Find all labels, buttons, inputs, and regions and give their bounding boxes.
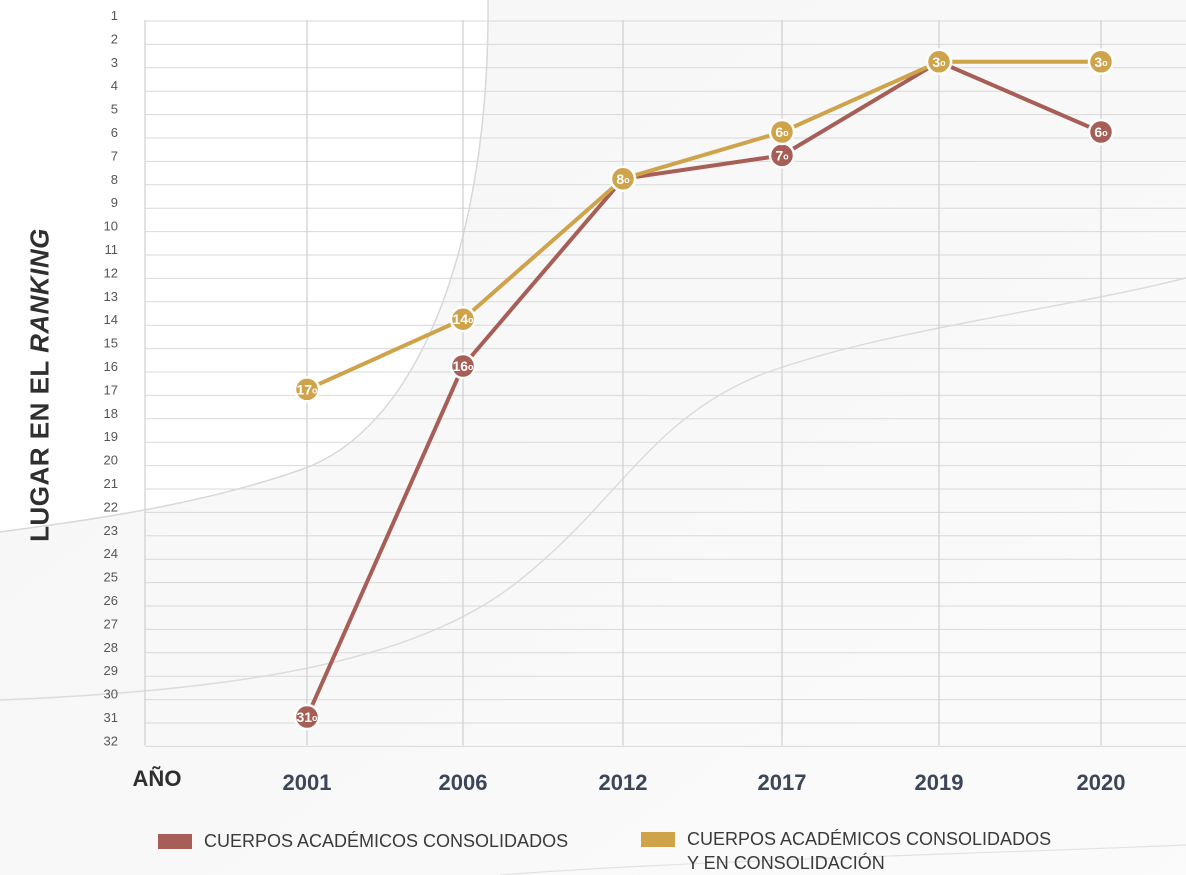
data-label-suffix: o xyxy=(783,128,789,138)
y-tick-label: 20 xyxy=(104,453,118,468)
data-point-marker xyxy=(449,305,477,333)
legend-label-line-1: CUERPOS ACADÉMICOS CONSOLIDADOS xyxy=(687,829,1052,849)
y-tick-label: 9 xyxy=(111,195,118,210)
y-tick-label: 24 xyxy=(104,546,118,561)
y-tick-label: 3 xyxy=(111,55,118,70)
legend-label-consolidados: CUERPOS ACADÉMICOS CONSOLIDADOS xyxy=(204,831,569,851)
y-tick-label: 32 xyxy=(104,733,118,748)
y-tick-label: 18 xyxy=(104,406,118,421)
data-label: 17o xyxy=(296,381,318,397)
data-point-marker xyxy=(1087,48,1115,76)
y-tick-label: 12 xyxy=(104,265,118,280)
horizontal-gridlines xyxy=(145,20,1186,747)
data-label-suffix: o xyxy=(312,713,318,723)
data-label-suffix: o xyxy=(624,175,630,185)
y-axis-title-emphasis: RANKING xyxy=(24,228,55,353)
data-label-suffix: o xyxy=(468,362,474,372)
x-tick-label: 2001 xyxy=(283,770,332,795)
data-label-suffix: o xyxy=(783,151,789,161)
y-tick-label: 23 xyxy=(104,523,118,538)
y-tick-label: 1 xyxy=(111,8,118,23)
series-points: 31o16o8o7o3o6o17o14o8o6o3o3o xyxy=(293,48,1115,731)
data-point: 7o xyxy=(768,142,796,169)
y-tick-label: 14 xyxy=(104,312,118,327)
y-axis-tick-labels: 1234567891011121314151617181920212223242… xyxy=(104,8,118,748)
x-tick-label: 2017 xyxy=(758,770,807,795)
y-tick-label: 2 xyxy=(111,31,118,46)
data-label: 7o xyxy=(775,147,789,163)
y-tick-label: 10 xyxy=(104,219,118,234)
legend-label-en-consolidacion: CUERPOS ACADÉMICOS CONSOLIDADOS Y EN CON… xyxy=(687,827,1107,875)
data-label: 31o xyxy=(296,709,318,725)
data-point: 6o xyxy=(768,118,796,146)
y-tick-label: 8 xyxy=(111,172,118,187)
data-label-suffix: o xyxy=(312,385,318,395)
y-tick-label: 30 xyxy=(104,687,118,702)
data-point-marker xyxy=(449,352,477,380)
data-point-marker xyxy=(768,118,796,146)
x-tick-label: 2006 xyxy=(439,770,488,795)
data-point: 3o xyxy=(925,48,953,76)
y-tick-label: 31 xyxy=(104,710,118,725)
data-label: 6o xyxy=(775,124,789,140)
y-axis-title-prefix: LUGAR EN EL xyxy=(24,352,55,542)
x-tick-label: 2019 xyxy=(915,770,964,795)
y-tick-label: 11 xyxy=(105,242,119,257)
y-tick-label: 4 xyxy=(111,78,118,93)
x-axis-title: AÑO xyxy=(133,766,182,791)
data-label: 8o xyxy=(616,171,630,187)
y-tick-label: 21 xyxy=(104,476,118,491)
data-label-suffix: o xyxy=(1102,58,1108,68)
y-tick-label: 5 xyxy=(111,102,118,117)
y-tick-label: 29 xyxy=(104,663,118,678)
legend-swatch-en-consolidacion xyxy=(641,832,675,847)
y-tick-label: 7 xyxy=(111,148,118,163)
series-line-0 xyxy=(305,59,1103,719)
y-axis-title: LUGAR EN EL RANKING xyxy=(25,228,56,542)
y-tick-label: 27 xyxy=(104,616,118,631)
data-point-marker xyxy=(293,703,321,731)
data-label: 6o xyxy=(1094,124,1108,140)
data-label: 16o xyxy=(452,358,474,374)
y-tick-label: 19 xyxy=(104,429,118,444)
data-label-suffix: o xyxy=(1102,128,1108,138)
series-lines xyxy=(305,59,1103,719)
legend-label-line-2: Y EN CONSOLIDACIÓN xyxy=(687,853,885,873)
y-tick-label: 25 xyxy=(104,570,118,585)
data-point-marker xyxy=(609,165,637,193)
y-tick-label: 6 xyxy=(111,125,118,140)
data-point-marker xyxy=(293,376,321,403)
series-line-1 xyxy=(305,59,1103,392)
data-label-suffix: o xyxy=(468,315,474,325)
data-point: 31o xyxy=(293,703,321,731)
y-tick-label: 16 xyxy=(104,359,118,374)
y-tick-label: 17 xyxy=(104,382,118,397)
data-point-marker xyxy=(1087,118,1115,146)
data-label: 3o xyxy=(932,54,946,70)
y-tick-label: 22 xyxy=(104,499,118,514)
data-point: 6o xyxy=(1087,118,1115,146)
x-tick-label: 2012 xyxy=(599,770,648,795)
legend-swatch-consolidados xyxy=(158,834,192,849)
data-point: 16o xyxy=(449,352,477,380)
data-point: 14o xyxy=(449,305,477,333)
x-axis-tick-labels: 2001 2006 2012 2017 2019 2020 xyxy=(283,770,1126,795)
data-label: 14o xyxy=(452,311,474,327)
y-tick-label: 13 xyxy=(104,289,118,304)
x-tick-label: 2020 xyxy=(1077,770,1126,795)
y-tick-label: 15 xyxy=(104,336,118,351)
y-tick-label: 26 xyxy=(104,593,118,608)
data-point: 8o xyxy=(609,165,637,193)
data-label: 3o xyxy=(1094,54,1108,70)
y-tick-label: 28 xyxy=(104,640,118,655)
data-point: 17o xyxy=(293,376,321,403)
data-point: 3o xyxy=(1087,48,1115,76)
data-label-suffix: o xyxy=(940,58,946,68)
data-point-marker xyxy=(925,48,953,76)
